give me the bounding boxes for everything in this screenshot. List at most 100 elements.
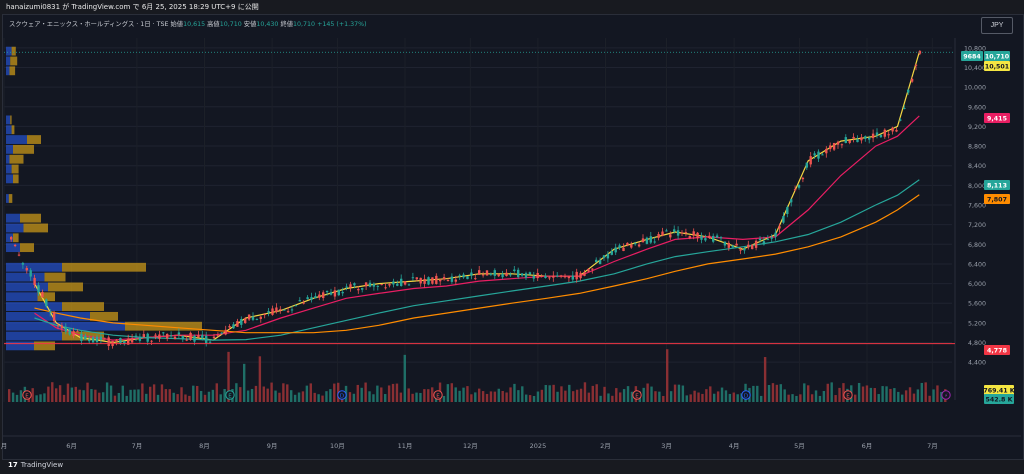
volume-bar [297, 392, 301, 402]
candle-body [700, 236, 703, 240]
volume-bar [904, 390, 908, 402]
candle-body [466, 276, 469, 280]
candle-body [478, 270, 481, 275]
candle-body [259, 316, 262, 319]
volume-bar [481, 391, 485, 402]
candle-body [88, 339, 91, 342]
candle-body [684, 232, 688, 234]
volume-profile-up-bar [6, 302, 62, 311]
chart-panel[interactable] [2, 14, 1024, 460]
volume-bar [219, 394, 222, 402]
volume-bar [246, 390, 250, 402]
y-tick-label: 6,000 [968, 281, 986, 288]
candle-body [704, 238, 707, 241]
volume-bar [372, 394, 375, 402]
volume-bar [763, 357, 767, 402]
candle-body [618, 245, 621, 249]
brand[interactable]: 17 TradingView [8, 461, 63, 469]
volume-bar [525, 394, 528, 402]
volume-bar [544, 384, 547, 402]
candle-body [275, 307, 278, 313]
candle-body [10, 237, 13, 240]
ma-line-2 [34, 115, 920, 341]
time-axis: 月 6月 7月 8月 9月 10月 11月 12月 2025 2月 3月 4月 5月 6月 7月 [1, 435, 1021, 450]
volume-bar [599, 395, 602, 402]
volume-bar [384, 394, 387, 402]
candle-body [146, 333, 149, 342]
volume-profile-up-bar [6, 194, 9, 203]
volume-bar [861, 386, 865, 402]
ma-line-4 [34, 194, 920, 334]
volume-bar [478, 388, 481, 402]
volume-bar [920, 382, 923, 402]
candle-body [489, 273, 493, 275]
candle-body [630, 244, 633, 248]
volume-profile-up-bar [6, 341, 34, 351]
volume-bar [278, 392, 281, 402]
low-label: 安値 [243, 21, 257, 28]
candle-body [875, 132, 879, 136]
price-marker [984, 180, 1010, 190]
volume-bar [387, 385, 391, 402]
volume-bar [630, 391, 634, 402]
candle-body [329, 292, 333, 295]
candle-body [879, 134, 883, 138]
high-label: 高値 [207, 21, 220, 28]
candle-body [372, 283, 376, 287]
volume-profile-up-bar [6, 46, 12, 56]
candle-body [357, 288, 360, 291]
volume-bar [842, 383, 845, 402]
y-tick-label: 10,000 [964, 85, 986, 92]
candle-body [914, 64, 918, 66]
candle-body [836, 141, 840, 145]
candle-body [427, 277, 430, 285]
volume-bar [619, 392, 622, 402]
volume-bar [505, 392, 508, 402]
volume-bar [775, 384, 779, 402]
candle-body [306, 297, 309, 300]
candle-body [177, 332, 181, 335]
volume-bar [783, 389, 786, 402]
y-tick-label: 4,400 [968, 360, 986, 367]
candle-body [341, 291, 344, 294]
event-marker [632, 390, 642, 400]
candle-body [138, 337, 142, 341]
volume-bar [607, 393, 610, 402]
candle-body [25, 268, 28, 271]
candle-body [247, 314, 251, 320]
candle-body [649, 236, 652, 243]
candle-body [49, 311, 52, 313]
event-marker-label: D [744, 393, 748, 399]
volume-bar [137, 389, 140, 402]
volume-bar [936, 385, 939, 402]
volume-bar [55, 388, 58, 402]
volume-bar [795, 395, 798, 402]
y-tick-label: 7,600 [968, 203, 986, 210]
volume-bar [262, 386, 265, 402]
candle-body [552, 275, 555, 278]
volume-bar [916, 389, 920, 402]
volume-bar [662, 395, 665, 402]
volume-bar [145, 393, 148, 402]
volume-bar [650, 386, 653, 402]
y-tick-label: 10,400 [964, 65, 986, 72]
candle-body [403, 281, 407, 285]
volume-profile-up-bar [6, 135, 27, 144]
candle-body [216, 335, 220, 337]
candle-body [719, 237, 723, 239]
volume-bar [250, 388, 254, 402]
volume-bar [940, 391, 943, 402]
brand-name: TradingView [20, 461, 64, 469]
candle-body [396, 283, 399, 286]
volume-bar [102, 392, 105, 402]
candle-body [825, 148, 828, 154]
volume-bar [15, 394, 19, 402]
currency-button[interactable]: JPY [981, 17, 1013, 34]
volume-bar [223, 389, 226, 402]
candle-body [505, 272, 508, 277]
volume-bar [830, 382, 833, 402]
x-tick-label: 8月 [199, 442, 210, 450]
volume-bar [62, 394, 66, 402]
volume-profile-down-bar [20, 213, 41, 223]
